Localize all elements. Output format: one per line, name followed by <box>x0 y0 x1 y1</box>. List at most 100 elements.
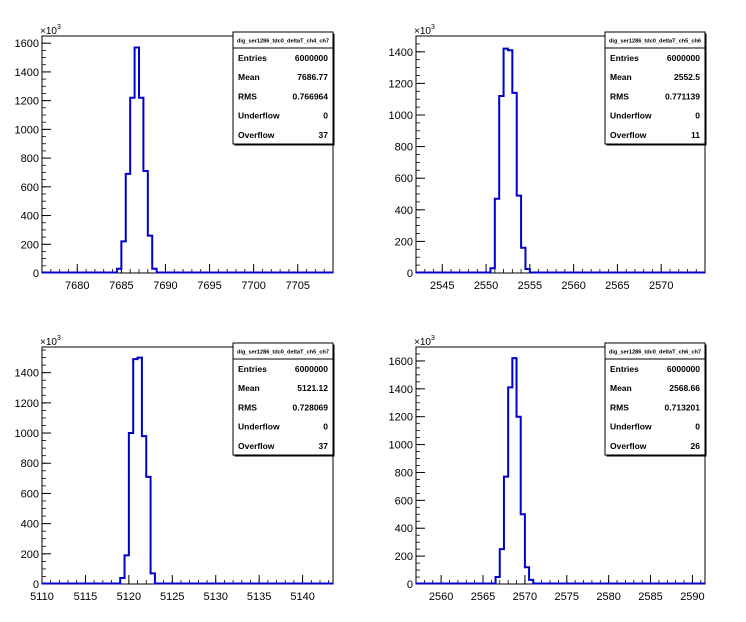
histogram-series-line <box>416 47 705 274</box>
stat-label: Mean <box>238 383 260 393</box>
y-tick-label: 800 <box>395 142 413 154</box>
x-tick-label: 2570 <box>513 591 537 603</box>
x-tick-label: 2550 <box>474 280 498 292</box>
stat-value: 6000000 <box>667 364 700 374</box>
stat-label: Entries <box>610 53 639 63</box>
x-tick-label: 7700 <box>241 280 265 292</box>
y-scale-label: ×103 <box>414 24 435 37</box>
stat-value: 0 <box>323 422 328 432</box>
y-tick-label: 400 <box>395 205 413 217</box>
y-tick-label: 400 <box>21 519 39 531</box>
stat-label: RMS <box>238 402 257 412</box>
y-tick-label: 600 <box>21 182 39 194</box>
histogram-series-line <box>416 357 705 585</box>
stat-label: Entries <box>610 364 639 374</box>
histogram-panel-2: 2545 2550 2555 2560 2565 2570 0 200 400 600 800 100… <box>389 24 707 292</box>
y-tick-label: 1000 <box>15 124 39 136</box>
y-scale-base: ×10 <box>40 337 57 348</box>
y-tick-label: 800 <box>21 458 39 470</box>
stat-label: Overflow <box>238 130 275 140</box>
stat-value: 0 <box>695 111 700 121</box>
x-tick-label: 7695 <box>197 280 221 292</box>
y-tick-label: 1200 <box>389 412 413 424</box>
x-tick-label: 2565 <box>605 280 629 292</box>
y-tick-label: 200 <box>395 551 413 563</box>
y-tick-label: 0 <box>33 579 39 591</box>
stat-label: Underflow <box>238 422 280 432</box>
y-scale-label: ×103 <box>40 24 61 37</box>
x-tick-label: 5115 <box>74 591 98 603</box>
stat-value: 0.713201 <box>665 402 701 412</box>
y-tick-label: 400 <box>395 523 413 535</box>
histogram-title: dig_ser1286_tdc0_deltaT_ch6_ch7 <box>609 350 701 356</box>
y-scale-label: ×103 <box>414 335 435 348</box>
y-tick-label: 1400 <box>389 384 413 396</box>
y-tick-label: 800 <box>21 153 39 165</box>
x-tick-label: 2585 <box>638 591 662 603</box>
y-tick-label: 1200 <box>15 398 39 410</box>
stat-label: Entries <box>238 364 267 374</box>
histogram-title: dig_ser1286_tdc0_deltaT_ch5_ch7 <box>237 350 329 356</box>
stat-label: Mean <box>610 72 632 82</box>
y-tick-label: 1400 <box>15 368 39 380</box>
stat-label: Underflow <box>238 111 280 121</box>
y-tick-label: 200 <box>21 549 39 561</box>
y-tick-label: 1600 <box>15 38 39 50</box>
stat-value: 37 <box>319 441 329 451</box>
y-tick-label: 1200 <box>15 96 39 108</box>
stats-box <box>604 342 706 456</box>
stat-value: 0 <box>695 422 700 432</box>
stat-value: 0.766964 <box>293 91 329 101</box>
y-scale-exponent: 3 <box>431 24 435 31</box>
stat-value: 5121.12 <box>297 383 328 393</box>
x-tick-label: 7690 <box>153 280 177 292</box>
x-tick-label: 7685 <box>109 280 133 292</box>
x-tick-label: 5120 <box>117 591 141 603</box>
y-tick-label: 0 <box>407 268 413 280</box>
stat-value: 0.728069 <box>293 402 329 412</box>
y-tick-label: 400 <box>21 211 39 223</box>
stat-label: Underflow <box>610 111 652 121</box>
x-tick-label: 2555 <box>518 280 542 292</box>
y-tick-label: 1000 <box>15 428 39 440</box>
stat-label: Entries <box>238 53 267 63</box>
y-tick-label: 1400 <box>15 67 39 79</box>
histogram-panel-1: 7680 7685 7690 7695 7700 7705 0 200 400 600 800 100… <box>15 24 335 292</box>
y-tick-label: 1000 <box>389 440 413 452</box>
stat-label: Overflow <box>610 441 647 451</box>
y-scale-base: ×10 <box>414 337 431 348</box>
y-tick-label: 0 <box>407 579 413 591</box>
histogram-title: dig_ser1286_tdc0_deltaT_ch4_ch7 <box>237 39 329 45</box>
y-scale-exponent: 3 <box>57 24 61 31</box>
y-tick-label: 600 <box>395 495 413 507</box>
stat-value: 6000000 <box>295 53 328 63</box>
stat-label: Mean <box>238 72 260 82</box>
x-tick-label: 2560 <box>429 591 453 603</box>
stat-value: 0.771139 <box>665 91 700 101</box>
y-tick-label: 200 <box>21 239 39 251</box>
x-tick-label: 5135 <box>247 591 271 603</box>
x-tick-label: 2575 <box>555 591 579 603</box>
stat-label: Underflow <box>610 422 652 432</box>
stat-value: 37 <box>319 130 329 140</box>
stat-value: 0 <box>323 111 328 121</box>
x-tick-label: 7680 <box>65 280 89 292</box>
stat-value: 7686.77 <box>297 72 328 82</box>
y-scale-base: ×10 <box>40 26 57 37</box>
y-tick-label: 600 <box>21 488 39 500</box>
x-tick-label: 2580 <box>596 591 620 603</box>
stat-label: Mean <box>610 383 632 393</box>
y-scale-exponent: 3 <box>57 335 61 342</box>
stat-label: RMS <box>610 91 629 101</box>
x-tick-label: 2565 <box>471 591 495 603</box>
histogram-series-line <box>42 356 333 585</box>
y-tick-label: 1000 <box>389 110 413 122</box>
stat-label: Overflow <box>610 130 647 140</box>
stats-box <box>232 31 334 145</box>
x-tick-label: 7705 <box>285 280 309 292</box>
y-tick-label: 800 <box>395 467 413 479</box>
y-scale-label: ×103 <box>40 335 61 348</box>
y-tick-label: 1400 <box>389 47 413 59</box>
stat-value: 11 <box>691 130 700 140</box>
